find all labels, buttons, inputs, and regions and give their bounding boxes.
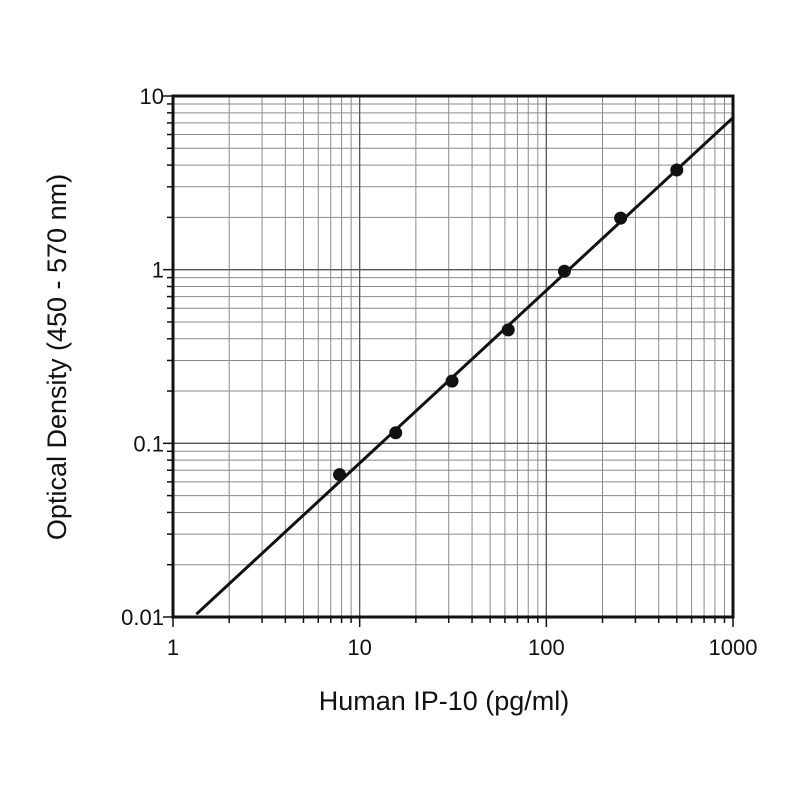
data-point	[670, 163, 684, 177]
data-point	[614, 211, 628, 225]
y-tick-label: 10	[140, 84, 164, 109]
y-axis-label: Optical Density (450 - 570 nm)	[42, 174, 72, 540]
data-point	[445, 374, 459, 388]
data-points	[333, 163, 684, 482]
axis-ticks	[163, 95, 734, 627]
plot-frame	[171, 94, 735, 619]
data-point	[557, 264, 571, 278]
major-gridlines	[172, 96, 733, 618]
data-point	[333, 468, 347, 482]
fit-line-group	[195, 116, 735, 615]
x-tick-label: 1000	[709, 635, 758, 660]
x-tick-label: 1	[167, 635, 179, 660]
y-tick-label: 0.01	[121, 605, 164, 630]
y-tick-label: 0.1	[133, 431, 164, 456]
data-point	[389, 426, 403, 440]
x-tick-label: 10	[347, 635, 371, 660]
data-point	[501, 323, 515, 337]
x-axis-label: Human IP-10 (pg/ml)	[319, 686, 570, 716]
minor-gridlines	[173, 96, 733, 617]
fit-line	[195, 116, 735, 615]
x-tick-label: 100	[528, 635, 565, 660]
y-tick-label: 1	[152, 258, 164, 283]
